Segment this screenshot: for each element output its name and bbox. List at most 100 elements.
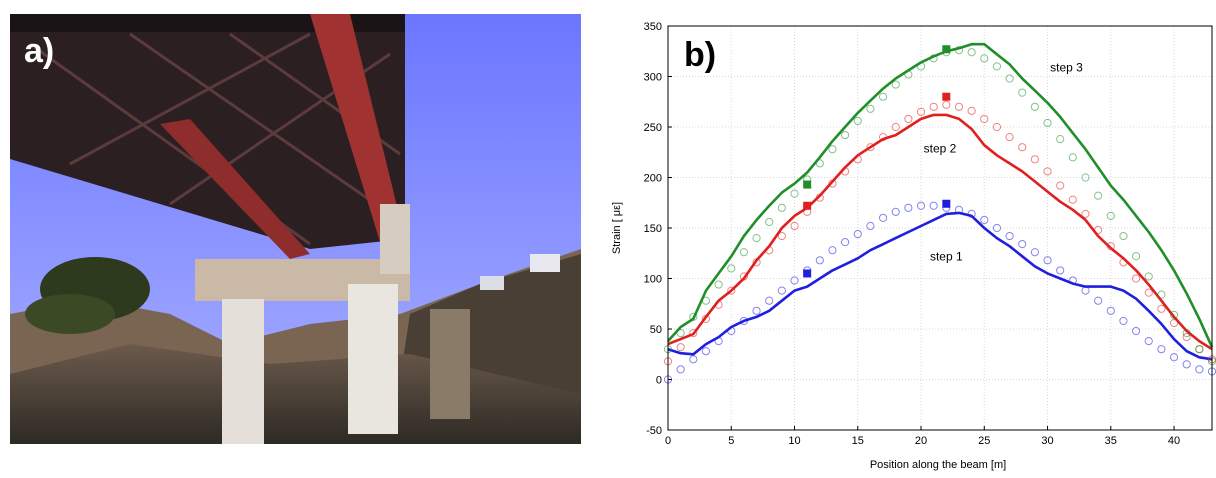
measured-point xyxy=(1182,328,1191,338)
measured-point xyxy=(790,189,799,198)
model-line xyxy=(667,113,1213,351)
measured-point xyxy=(714,280,723,289)
bridge-photo: a) xyxy=(10,14,581,444)
x-tick-label: 30 xyxy=(1041,435,1053,447)
measured-point xyxy=(1018,143,1027,152)
measured-point xyxy=(866,143,875,152)
bridge-photo-drawing: a) xyxy=(10,14,581,444)
measured-point xyxy=(1157,304,1166,313)
measured-point xyxy=(689,328,698,338)
measured-point xyxy=(1005,74,1014,83)
distant-building xyxy=(530,254,560,272)
distant-building xyxy=(480,276,504,290)
measured-point xyxy=(1094,191,1103,200)
x-tick-label: 10 xyxy=(788,435,800,447)
bridge-deck-underside xyxy=(10,14,405,249)
reference-square xyxy=(803,180,812,189)
measured-point xyxy=(1030,248,1039,257)
y-tick-label: 150 xyxy=(644,223,662,235)
stairs xyxy=(430,309,470,419)
measured-point xyxy=(1056,266,1065,275)
y-tick-label: 50 xyxy=(650,324,662,336)
measured-point xyxy=(980,54,989,63)
measured-point xyxy=(1030,155,1039,164)
girder xyxy=(310,14,405,242)
measured-point xyxy=(866,221,875,231)
measured-point xyxy=(878,213,888,222)
measured-point xyxy=(1018,88,1027,97)
measured-point xyxy=(1195,345,1204,354)
x-ticks: 0 5 10 15 20 25 30 35 40 xyxy=(665,426,1180,447)
measured-point xyxy=(1081,173,1090,182)
measured-point xyxy=(1131,274,1141,283)
measured-point xyxy=(841,130,850,140)
panel-b-label: b) xyxy=(684,36,716,74)
measured-point xyxy=(929,102,938,111)
measured-point xyxy=(689,312,698,321)
bridge-deck-edge xyxy=(10,14,405,32)
measured-point xyxy=(992,62,1002,71)
measured-point xyxy=(1144,272,1153,281)
y-tick-label: 200 xyxy=(644,173,662,185)
measured-point xyxy=(1043,256,1052,265)
x-tick-label: 20 xyxy=(915,435,927,447)
measured-point xyxy=(765,296,774,305)
x-tick-label: 5 xyxy=(728,435,734,447)
measured-point xyxy=(942,100,951,109)
reference-square xyxy=(803,269,812,278)
measured-point xyxy=(1195,365,1204,374)
measured-point xyxy=(1005,133,1014,142)
measured-point xyxy=(739,248,749,257)
measured-point xyxy=(777,286,786,295)
measured-point xyxy=(1182,332,1191,342)
measured-point xyxy=(916,107,926,116)
measured-point xyxy=(828,145,837,154)
measured-point xyxy=(853,229,862,239)
measured-point xyxy=(1169,310,1179,319)
measured-point xyxy=(1157,345,1166,354)
y-tick-label: -50 xyxy=(646,425,662,437)
x-tick-label: 25 xyxy=(978,435,990,447)
measured-point xyxy=(1131,326,1141,336)
y-tick-label: 350 xyxy=(644,21,662,33)
measured-point xyxy=(1157,290,1166,299)
x-tick-label: 40 xyxy=(1168,435,1180,447)
measured-point xyxy=(1144,337,1153,346)
measured-point xyxy=(891,80,900,89)
measured-point xyxy=(676,343,685,352)
measured-point xyxy=(1182,360,1191,369)
measured-point xyxy=(1030,102,1039,111)
measured-point xyxy=(1131,252,1141,261)
series-1 xyxy=(663,199,1216,384)
measured-point xyxy=(967,106,976,115)
measured-point xyxy=(701,347,711,356)
strain-chart-svg: 0 5 10 15 20 25 30 35 40 -5005010015020025030035… xyxy=(611,21,1216,471)
model-line xyxy=(667,42,1214,348)
measured-point xyxy=(828,246,837,255)
series-layer xyxy=(663,42,1216,384)
step-annotation: step 1 xyxy=(930,249,963,263)
measured-point xyxy=(1169,353,1179,362)
measured-point xyxy=(866,104,875,113)
measured-point xyxy=(1043,118,1052,128)
measured-point xyxy=(1094,296,1103,305)
x-axis-label: Position along the beam [m] xyxy=(870,459,1006,471)
measured-point xyxy=(727,286,736,295)
measured-point xyxy=(1068,153,1077,162)
measured-point xyxy=(1081,209,1090,218)
reference-square xyxy=(942,45,951,54)
measured-point xyxy=(727,264,736,273)
measured-point xyxy=(841,238,850,247)
measured-point xyxy=(980,114,989,124)
measured-point xyxy=(1106,306,1115,315)
reference-square xyxy=(803,201,812,210)
measured-point xyxy=(1056,135,1065,144)
measured-point xyxy=(1043,167,1052,176)
series-3 xyxy=(663,42,1216,366)
plot-frame xyxy=(667,25,1213,431)
measured-point xyxy=(954,102,964,111)
x-tick-label: 15 xyxy=(852,435,864,447)
measured-point xyxy=(891,207,900,216)
measured-point xyxy=(790,221,799,231)
measured-point xyxy=(815,256,824,265)
